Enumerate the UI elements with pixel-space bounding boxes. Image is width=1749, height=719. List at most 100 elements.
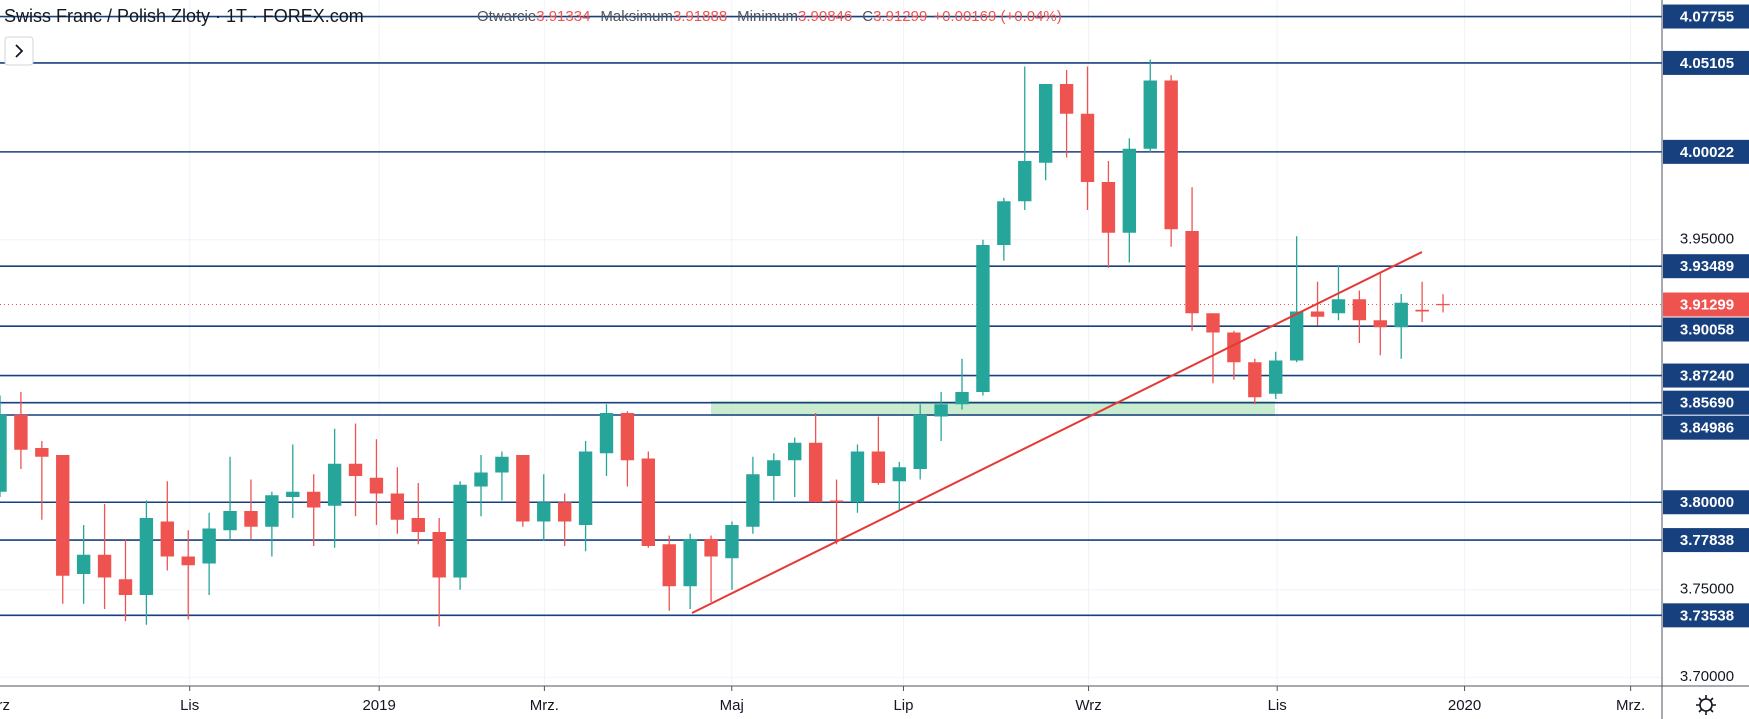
collapse-button[interactable] [4,36,34,66]
candle-body [1018,161,1032,202]
button-box[interactable] [4,36,34,66]
current-price-label: 3.91299 [1680,296,1734,313]
candle-body [788,442,802,461]
ohlc-item: Maksimum [600,8,673,25]
level-label: 3.73538 [1680,607,1734,624]
candle-body [1101,182,1116,233]
candle-body [348,463,363,476]
candle-body [495,456,509,473]
x-tick-label: Maj [720,697,744,714]
candle-body [1373,320,1387,328]
ohlc-item: 3.90846 [798,8,852,25]
candle-body [704,539,718,557]
candle-body [829,500,844,503]
ohlc-legend: Otwarcie3.91334 Maksimum3.91888 Minimum3.9… [477,8,1062,25]
level-label: 3.77838 [1680,532,1734,549]
level-label-box [1663,139,1749,164]
candle-body [913,414,927,469]
x-tick-label: Wrz [1075,697,1101,714]
candle-body [1227,332,1241,363]
settings-icon[interactable] [1696,695,1716,715]
level-label: 3.84986 [1680,420,1734,437]
candle-body [474,472,488,487]
ohlc-item: 3.91334 [536,8,590,25]
ohlc-item: C [862,8,873,25]
candle-body [683,539,697,587]
candle-body [453,484,467,578]
candle-body [976,245,990,392]
chevron-icon[interactable] [15,44,24,58]
level-label-box [1663,4,1749,29]
candle-body [411,518,425,532]
candle-body [892,467,906,482]
level-label: 4.07755 [1680,9,1734,26]
candle-body [1164,80,1178,230]
level-label-box [1663,390,1749,415]
candle-body [139,518,154,595]
candle-body [1415,309,1429,312]
x-tick-label: Mrz. [530,697,559,714]
x-tick-label: Wrz [0,697,10,714]
candle-body [369,477,384,494]
candle-body [1436,303,1450,306]
candle-body [118,579,133,595]
candle-body [223,511,237,531]
level-label: 3.90058 [1680,321,1734,338]
candle-body [516,455,530,522]
candle-body [160,521,175,557]
candle-body [1352,299,1367,321]
level-label: 3.87240 [1680,368,1734,385]
candle-body [725,525,739,559]
candle-body [557,502,572,522]
y-tick-label: 3.75000 [1680,581,1734,598]
x-tick-label: Lis [180,697,199,714]
candle-body [14,414,28,450]
x-tick-label: 2019 [362,697,395,714]
candle-body [76,554,91,574]
candle-body [1206,313,1220,333]
gear-teeth[interactable] [1696,695,1716,715]
candle-body [955,392,969,405]
level-label: 4.00022 [1680,144,1734,161]
candle-body [432,532,446,578]
level-label-box [1663,603,1749,628]
candle-body [1038,84,1053,163]
x-tick-label: Mrz. [1616,697,1645,714]
level-label: 3.85690 [1680,395,1734,412]
candle-body [1143,80,1157,149]
candle-body [1059,84,1074,114]
ohlc-item: Otwarcie [477,8,536,25]
candle-body [871,451,886,483]
ohlc-item: +0.00169 (+0.04%) [933,8,1061,25]
x-tick-label: Lip [893,697,913,714]
candle-body [390,493,405,520]
candle-body [808,442,823,503]
candle-body [1122,148,1137,233]
level-label: 3.93489 [1680,258,1734,275]
candle-body [1080,113,1095,182]
level-label-box [1663,254,1749,279]
candle-body [1331,299,1346,314]
candle-body [97,554,112,578]
ohlc-item: 3.91299 [873,8,927,25]
candle-body [35,448,49,457]
candle-body [0,414,7,492]
candle-body [202,528,216,564]
level-label-box [1663,317,1749,342]
candle-body [850,451,865,503]
candle-body [620,413,635,461]
ohlc-item: 3.91888 [673,8,727,25]
chart-title: Swiss Franc / Polish Zloty · 1T · FOREX.… [4,6,364,26]
candle-body [537,502,551,522]
trend-line [691,251,1423,614]
candle-body [286,491,300,497]
candle-body [327,463,342,506]
candle-body [1248,362,1262,398]
candle-body [265,495,279,527]
level-label-box [1663,490,1749,515]
level-label-box [1663,528,1749,553]
support-zone [711,401,1275,416]
